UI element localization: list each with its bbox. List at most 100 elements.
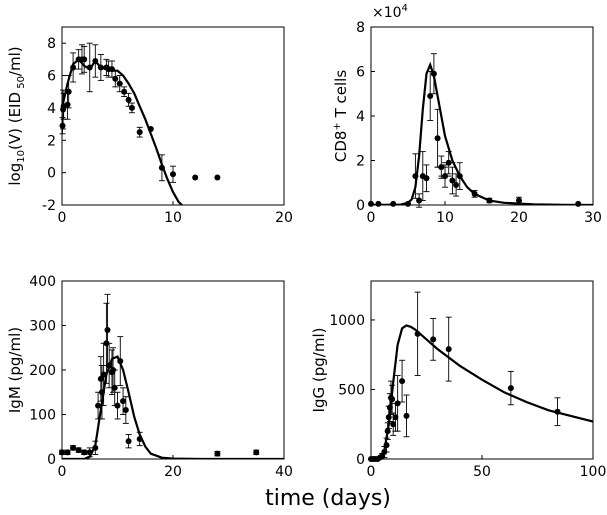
y-tick-label: 6 [47, 69, 56, 85]
plot-area-frame [370, 26, 594, 206]
model-curve [62, 57, 183, 205]
data-point [403, 412, 410, 419]
data-point [104, 326, 111, 333]
data-point [430, 336, 437, 343]
x-tick-label: 50 [473, 464, 491, 480]
data-point [75, 447, 82, 454]
data-point [81, 56, 88, 63]
y-tick-label: 0 [47, 166, 56, 182]
data-point [95, 402, 102, 409]
x-tick-label: 40 [275, 464, 293, 480]
data-point [442, 173, 448, 180]
panel-cd8-t-cells: 0 10 20 30 0 2 4 6 8 CD8+ T cells ×104 [332, 3, 602, 226]
data-point [116, 80, 123, 87]
data-point [122, 407, 129, 414]
y-tick-label: 0 [47, 452, 56, 468]
data-point [64, 101, 71, 108]
y-axis-label: IgM (pg/ml) [6, 327, 24, 413]
data-point [125, 96, 132, 103]
data-point [423, 175, 430, 182]
y-tick-label: 4 [356, 109, 365, 125]
y-tick-label: 300 [29, 319, 56, 335]
y-tick-label: 4 [47, 101, 56, 117]
y-tick-label: 500 [338, 382, 365, 398]
data-point [128, 104, 135, 111]
data-point [416, 197, 423, 204]
data-point [125, 438, 132, 445]
model-curve [371, 61, 593, 205]
x-tick-label: 0 [367, 210, 376, 226]
data-point [136, 129, 143, 136]
exponent-label: ×104 [372, 3, 408, 21]
y-tick-label: 2 [356, 154, 365, 170]
x-tick-label: 10 [436, 210, 454, 226]
y-tick-label: 2 [47, 133, 56, 149]
y-tick-label: 1000 [329, 313, 365, 329]
y-tick-label: 6 [356, 65, 365, 81]
data-point [111, 384, 118, 391]
x-tick-label: 0 [58, 464, 67, 480]
data-point [399, 378, 406, 385]
model-curve [62, 355, 284, 459]
data-point [390, 421, 397, 428]
data-point [453, 181, 460, 188]
data-point [427, 92, 434, 99]
data-point [214, 174, 221, 181]
x-tick-label: 20 [510, 210, 528, 226]
y-tick-label: 200 [29, 363, 56, 379]
data-point [121, 88, 128, 95]
y-tick-label: 8 [356, 20, 365, 36]
y-axis-label: log10(V) (EID 50/ml) [6, 46, 27, 185]
y-tick-label: 8 [47, 36, 56, 52]
data-point [114, 402, 121, 409]
y-tick-label: 100 [29, 408, 56, 424]
data-point [445, 159, 452, 166]
data-point [516, 197, 522, 204]
plot-area-frame [370, 280, 594, 460]
data-point [192, 174, 199, 181]
y-tick-label: 0 [356, 198, 365, 214]
data-point [70, 444, 77, 451]
plot-area-frame [61, 280, 285, 460]
points-layer [59, 42, 221, 205]
data-point [507, 385, 514, 392]
y-tick-label: 0 [356, 452, 365, 468]
data-point [81, 449, 88, 456]
x-tick-label: 0 [58, 210, 67, 226]
x-tick-label: 20 [275, 210, 293, 226]
x-tick-label: 20 [164, 464, 182, 480]
data-point [59, 122, 66, 129]
data-point [438, 164, 445, 171]
data-point [253, 449, 260, 456]
data-point [434, 135, 441, 142]
x-tick-label: 30 [584, 210, 602, 226]
points-layer [59, 293, 284, 459]
y-axis-label: IgG (pg/ml) [310, 328, 328, 413]
data-point [394, 400, 401, 407]
data-point [392, 414, 399, 421]
data-point [112, 75, 119, 82]
data-point [449, 177, 456, 184]
y-axis-label: CD8+ T cells [332, 70, 350, 162]
y-tick-label: 400 [29, 274, 56, 290]
x-tick-label: 10 [164, 210, 182, 226]
data-point [445, 346, 452, 353]
tick-layer: 0 10 20 30 0 2 4 6 8 [356, 20, 602, 226]
data-point [214, 450, 221, 457]
points-layer [368, 53, 593, 208]
data-point [65, 88, 72, 95]
x-tick-label: 100 [580, 464, 607, 480]
x-tick-label: 0 [367, 464, 376, 480]
points-layer [368, 291, 593, 462]
data-point [170, 171, 176, 178]
model-curve [371, 324, 593, 459]
data-point [59, 449, 65, 456]
shared-x-axis-label: time (days) [265, 486, 391, 511]
